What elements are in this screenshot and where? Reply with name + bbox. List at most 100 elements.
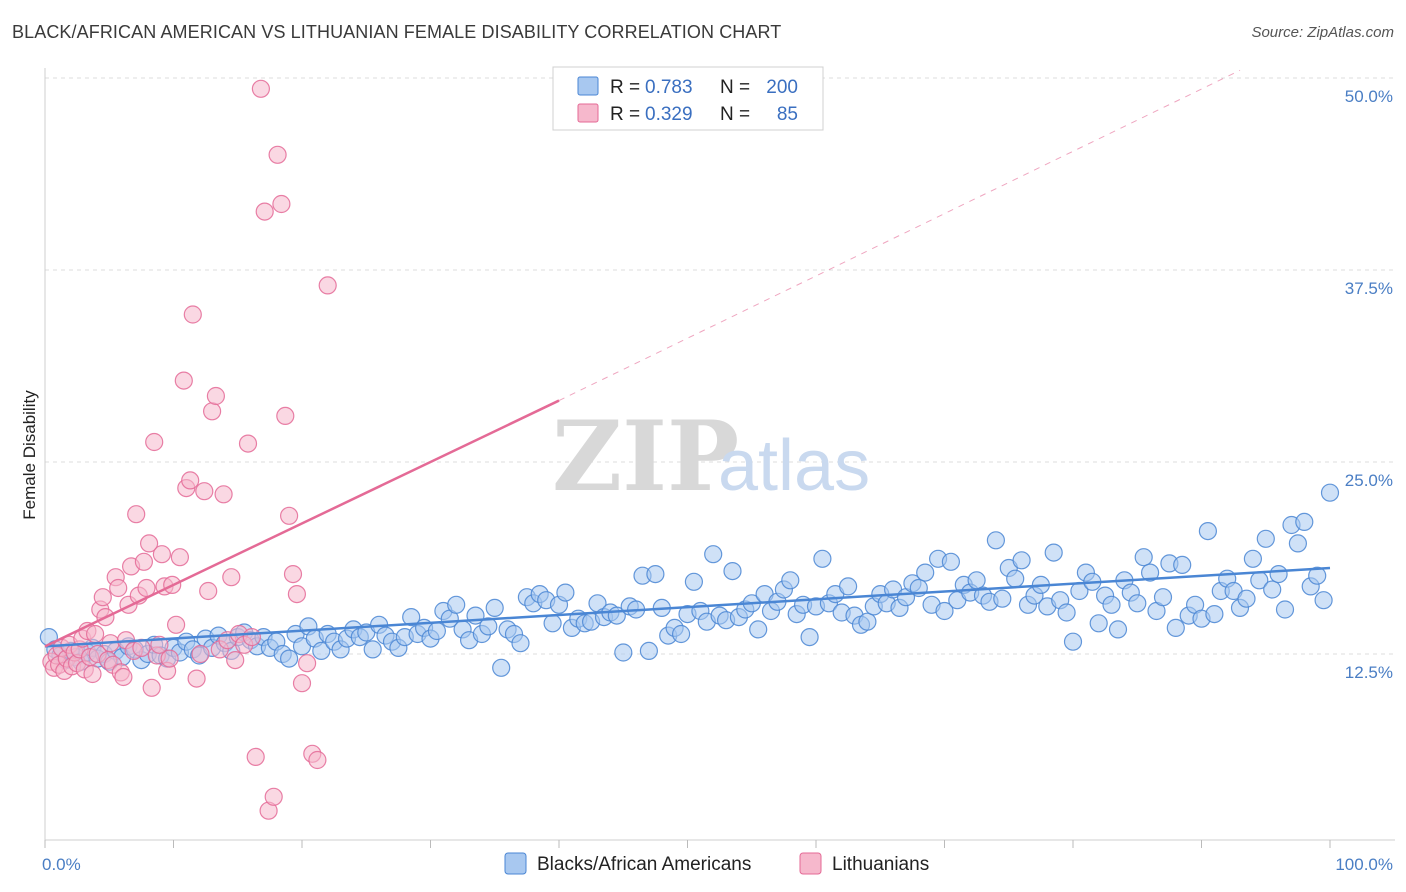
- legend-n-value-2: 85: [777, 104, 798, 125]
- series-legend: Blacks/African Americans Lithuanians: [504, 852, 929, 875]
- point-blacks-129: [858, 612, 877, 631]
- trend-line-blacks: [44, 566, 1331, 648]
- point-lithuanians-78: [283, 564, 303, 584]
- point-blacks-175: [1153, 588, 1173, 607]
- trend-lines: [44, 69, 1331, 648]
- point-blacks-196: [1288, 534, 1308, 553]
- point-lithuanians-74: [268, 145, 287, 164]
- point-blacks-91: [614, 643, 633, 662]
- point-lithuanians-61: [214, 485, 233, 504]
- point-lithuanians-36: [134, 552, 153, 571]
- point-lithuanians-50: [174, 371, 193, 390]
- watermark-zip: ZIP: [552, 400, 739, 513]
- correlation-legend: R = 0.783 N = 200 R = 0.329 N = 85: [552, 66, 824, 131]
- point-lithuanians-48: [167, 615, 186, 634]
- point-lithuanians-46: [160, 649, 179, 668]
- point-lithuanians-71: [255, 202, 274, 221]
- point-blacks-75: [511, 634, 530, 653]
- point-blacks-44: [312, 641, 331, 661]
- x-tick-label-1: 100.0%: [1335, 855, 1393, 874]
- point-blacks-105: [704, 545, 723, 564]
- point-blacks-168: [1108, 620, 1128, 639]
- legend-n-label-2: N =: [720, 104, 750, 125]
- point-blacks-149: [986, 531, 1006, 550]
- point-blacks-146: [967, 571, 986, 590]
- watermark-atlas: atlas: [718, 426, 870, 506]
- point-lithuanians-57: [199, 581, 218, 601]
- point-blacks-95: [639, 641, 659, 661]
- point-blacks-142: [941, 552, 961, 571]
- legend-swatch-pink: [577, 103, 599, 123]
- point-blacks-173: [1140, 563, 1160, 582]
- point-lithuanians-77: [280, 506, 299, 525]
- point-blacks-141: [935, 601, 954, 621]
- x-tick-labels: 0.0% 100.0%: [42, 855, 1393, 874]
- point-blacks-183: [1205, 604, 1224, 624]
- point-blacks-189: [1243, 549, 1263, 568]
- point-blacks-120: [800, 627, 819, 647]
- point-lithuanians-17: [85, 624, 105, 644]
- axes: [44, 68, 1395, 848]
- point-lithuanians-70: [251, 79, 270, 98]
- point-blacks-108: [723, 561, 742, 581]
- chart-title: BLACK/AFRICAN AMERICAN VS LITHUANIAN FEM…: [12, 22, 782, 42]
- point-lithuanians-49: [170, 548, 189, 567]
- source-credit: Source: ZipAtlas.com: [1251, 24, 1394, 41]
- point-blacks-112: [749, 620, 768, 639]
- y-tick-label-3: 50.0%: [1345, 87, 1393, 106]
- point-blacks-58: [402, 607, 421, 627]
- y-tick-label-1: 25.0%: [1345, 471, 1393, 490]
- x-tick-label-0: 0.0%: [42, 855, 81, 874]
- point-blacks-126: [838, 577, 858, 596]
- point-blacks-197: [1295, 512, 1314, 532]
- point-lithuanians-59: [206, 386, 225, 406]
- point-lithuanians-20: [93, 588, 112, 607]
- point-lithuanians-28: [114, 667, 133, 687]
- point-blacks-52: [363, 640, 382, 659]
- point-blacks-70: [479, 617, 498, 636]
- point-blacks-82: [556, 583, 575, 602]
- point-lithuanians-40: [145, 432, 164, 452]
- point-blacks-201: [1320, 483, 1340, 502]
- point-blacks-80: [543, 614, 562, 633]
- point-blacks-100: [671, 624, 691, 644]
- series-swatch-blacks: [504, 852, 527, 875]
- point-lithuanians-16: [83, 664, 102, 684]
- point-blacks-117: [781, 571, 800, 590]
- point-lithuanians-67: [238, 434, 258, 453]
- point-blacks-193: [1269, 564, 1288, 584]
- legend-swatch-blue: [577, 76, 599, 96]
- y-tick-label-2: 37.5%: [1345, 279, 1393, 298]
- point-blacks-62: [427, 621, 446, 641]
- point-blacks-122: [813, 549, 832, 568]
- point-lithuanians-53: [183, 305, 202, 324]
- point-lithuanians-64: [226, 650, 245, 670]
- point-blacks-188: [1237, 589, 1256, 608]
- point-blacks-96: [646, 564, 665, 584]
- point-blacks-172: [1134, 548, 1153, 567]
- point-lithuanians-79: [287, 584, 306, 604]
- point-blacks-178: [1173, 555, 1192, 575]
- point-blacks-71: [485, 598, 504, 618]
- point-blacks-171: [1128, 594, 1147, 613]
- point-blacks-72: [492, 658, 511, 677]
- legend-r-label-1: R =: [610, 77, 640, 98]
- point-lithuanians-83: [308, 750, 327, 770]
- point-blacks-158: [1044, 543, 1063, 562]
- point-lithuanians-80: [292, 674, 312, 693]
- legend-n-label-1: N =: [720, 77, 750, 98]
- point-lithuanians-81: [298, 654, 317, 673]
- point-lithuanians-38: [140, 534, 159, 553]
- point-lithuanians-54: [187, 669, 206, 688]
- series-swatch-lithuanians: [799, 852, 822, 875]
- point-blacks-177: [1166, 618, 1185, 638]
- point-blacks-102: [684, 572, 704, 591]
- grid-lines: [45, 77, 1395, 655]
- y-tick-label-0: 12.5%: [1345, 663, 1393, 682]
- point-lithuanians-43: [152, 545, 171, 564]
- point-lithuanians-58: [203, 402, 222, 421]
- point-blacks-161: [1063, 632, 1083, 651]
- point-lithuanians-26: [109, 578, 128, 598]
- point-lithuanians-56: [195, 482, 214, 501]
